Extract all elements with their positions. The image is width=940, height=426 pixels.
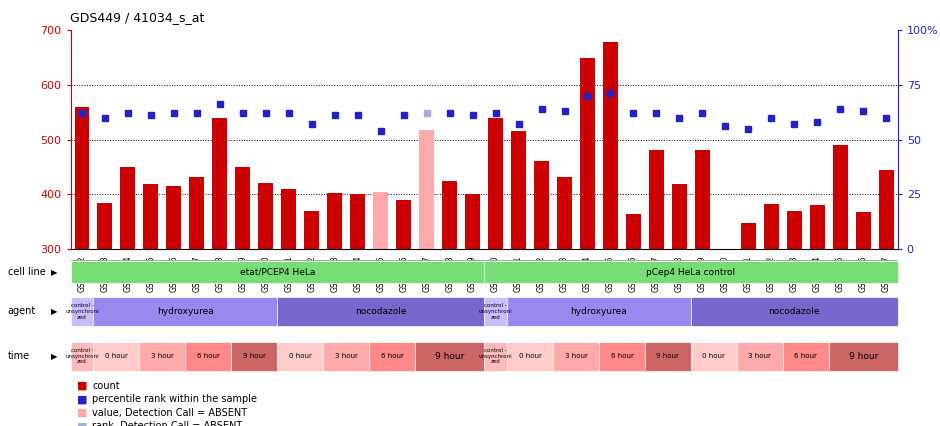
Text: pCep4 HeLa control: pCep4 HeLa control — [647, 268, 735, 277]
Bar — [855, 212, 870, 249]
Bar — [281, 189, 296, 249]
Text: ■: ■ — [77, 408, 88, 418]
Bar — [695, 150, 710, 249]
Text: 6 hour: 6 hour — [381, 353, 403, 359]
Text: ■: ■ — [77, 380, 88, 391]
Text: 9 hour: 9 hour — [849, 351, 878, 361]
Bar — [419, 130, 434, 249]
Text: hydroxyurea: hydroxyurea — [157, 307, 213, 316]
Bar — [879, 170, 894, 249]
Text: control -
unsynchroni
zed: control - unsynchroni zed — [478, 303, 512, 320]
Text: 6 hour: 6 hour — [610, 353, 634, 359]
Text: value, Detection Call = ABSENT: value, Detection Call = ABSENT — [92, 408, 247, 418]
Bar — [144, 184, 158, 249]
Bar — [809, 205, 824, 249]
Bar — [580, 58, 595, 249]
Text: etat/PCEP4 HeLa: etat/PCEP4 HeLa — [240, 268, 315, 277]
Text: nocodazole: nocodazole — [769, 307, 820, 316]
Bar — [741, 223, 756, 249]
Text: 9 hour: 9 hour — [656, 353, 680, 359]
Text: ▶: ▶ — [52, 351, 57, 361]
Text: percentile rank within the sample: percentile rank within the sample — [92, 394, 258, 404]
Text: 9 hour: 9 hour — [243, 353, 266, 359]
Text: 3 hour: 3 hour — [565, 353, 588, 359]
Text: 3 hour: 3 hour — [335, 353, 358, 359]
Text: nocodazole: nocodazole — [355, 307, 406, 316]
Text: 0 hour: 0 hour — [105, 353, 128, 359]
Text: 0 hour: 0 hour — [519, 353, 541, 359]
Bar — [626, 213, 641, 249]
Bar — [120, 167, 135, 249]
Text: ■: ■ — [77, 394, 88, 404]
Text: ▶: ▶ — [52, 307, 57, 316]
Bar — [764, 204, 778, 249]
Bar — [189, 177, 204, 249]
Text: 3 hour: 3 hour — [748, 353, 772, 359]
Text: 3 hour: 3 hour — [151, 353, 174, 359]
Text: cell line: cell line — [8, 267, 45, 277]
Text: control -
unsynchroni
zed: control - unsynchroni zed — [478, 348, 512, 364]
Bar — [672, 184, 687, 249]
Text: 6 hour: 6 hour — [794, 353, 817, 359]
Bar — [534, 161, 549, 249]
Text: time: time — [8, 351, 30, 361]
Bar — [649, 150, 664, 249]
Text: GDS449 / 41034_s_at: GDS449 / 41034_s_at — [70, 11, 205, 24]
Text: control -
unsynchroni
zed: control - unsynchroni zed — [65, 303, 99, 320]
Bar — [212, 118, 227, 249]
Text: 0 hour: 0 hour — [289, 353, 312, 359]
Text: rank, Detection Call = ABSENT: rank, Detection Call = ABSENT — [92, 421, 243, 426]
Text: 9 hour: 9 hour — [435, 351, 464, 361]
Text: count: count — [92, 380, 119, 391]
Text: control -
unsynchroni
zed: control - unsynchroni zed — [65, 348, 99, 364]
Bar — [258, 183, 274, 249]
Bar — [373, 192, 388, 249]
Bar — [166, 186, 181, 249]
Text: 6 hour: 6 hour — [196, 353, 220, 359]
Bar — [557, 177, 572, 249]
Text: 0 hour: 0 hour — [702, 353, 726, 359]
Bar — [74, 106, 89, 249]
Bar — [442, 181, 457, 249]
Bar — [511, 131, 526, 249]
Bar — [351, 194, 365, 249]
Bar — [488, 118, 503, 249]
Bar — [235, 167, 250, 249]
Bar — [327, 193, 342, 249]
Bar — [833, 145, 848, 249]
Text: ▶: ▶ — [52, 268, 57, 277]
Bar — [396, 200, 411, 249]
Bar — [465, 194, 480, 249]
Text: hydroxyurea: hydroxyurea — [571, 307, 627, 316]
Bar — [98, 203, 113, 249]
Text: agent: agent — [8, 306, 36, 317]
Text: ■: ■ — [77, 421, 88, 426]
Bar — [787, 211, 802, 249]
Bar — [603, 42, 618, 249]
Bar — [305, 211, 320, 249]
